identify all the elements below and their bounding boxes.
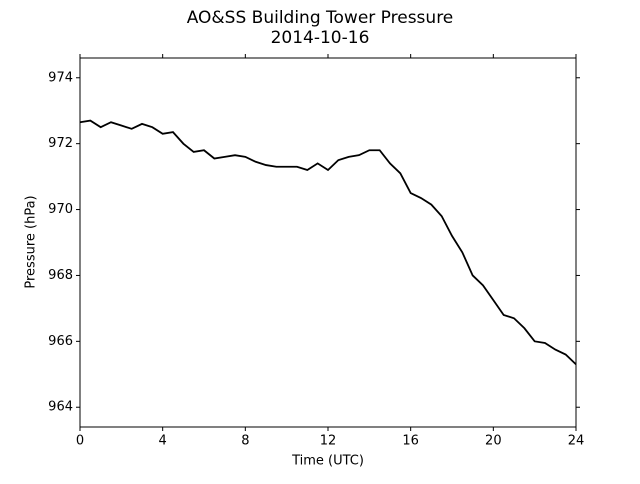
- y-tick-label: 972: [48, 136, 73, 151]
- y-tick-label: 970: [48, 202, 73, 217]
- y-axis-label: Pressure (hPa): [24, 195, 39, 288]
- chart-subtitle: 2014-10-16: [271, 28, 370, 48]
- x-tick-label: 16: [402, 434, 419, 449]
- plot-frame: [79, 57, 577, 428]
- y-tick-label: 974: [48, 70, 73, 85]
- x-tick-label: 0: [76, 434, 84, 449]
- y-tick-label: 966: [48, 334, 73, 349]
- x-tick-label: 4: [159, 434, 167, 449]
- line: [79, 119, 577, 366]
- x-tick-label: 20: [485, 434, 502, 449]
- y-tick-label: 968: [48, 268, 73, 283]
- x-axis-label: Time (UTC): [291, 454, 364, 469]
- x-tick-label: 24: [568, 434, 585, 449]
- chart-title: AO&SS Building Tower Pressure: [187, 8, 454, 28]
- x-tick-label: 12: [320, 434, 337, 449]
- y-tick-label: 964: [48, 400, 73, 415]
- x-tick-label: 8: [241, 434, 249, 449]
